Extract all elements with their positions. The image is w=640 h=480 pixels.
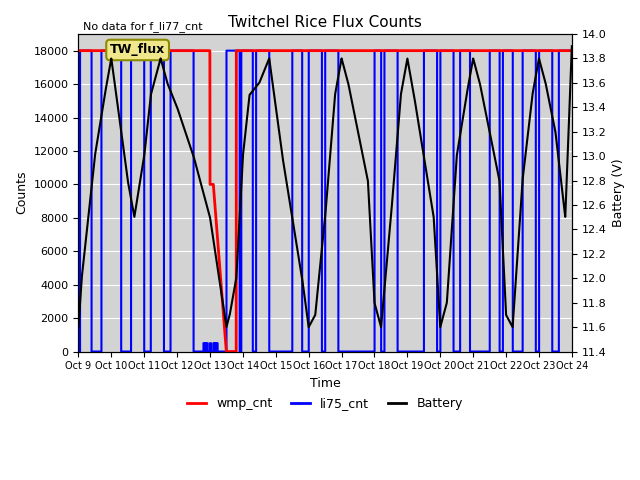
Legend: wmp_cnt, li75_cnt, Battery: wmp_cnt, li75_cnt, Battery: [182, 392, 468, 415]
Text: TW_flux: TW_flux: [110, 44, 165, 57]
Text: No data for f_li77_cnt: No data for f_li77_cnt: [83, 21, 203, 32]
Y-axis label: Battery (V): Battery (V): [612, 158, 625, 227]
Y-axis label: Counts: Counts: [15, 171, 28, 215]
Title: Twitchel Rice Flux Counts: Twitchel Rice Flux Counts: [228, 15, 422, 30]
X-axis label: Time: Time: [310, 377, 340, 390]
